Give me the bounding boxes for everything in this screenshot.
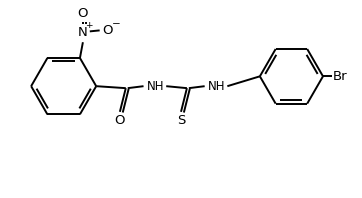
Text: O: O <box>115 114 125 127</box>
Text: Br: Br <box>332 70 347 83</box>
Text: +: + <box>85 21 93 30</box>
Text: N: N <box>78 26 88 39</box>
Text: S: S <box>177 114 185 127</box>
Text: NH: NH <box>208 80 225 93</box>
Text: O: O <box>77 7 88 20</box>
Text: NH: NH <box>147 80 164 93</box>
Text: −: − <box>112 19 121 30</box>
Text: O: O <box>102 24 113 37</box>
